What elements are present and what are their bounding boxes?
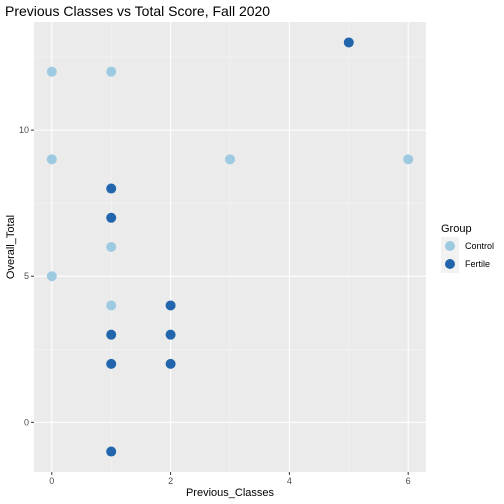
data-point-control bbox=[46, 154, 57, 165]
x-tick-label: 2 bbox=[168, 476, 173, 486]
x-tick-label: 6 bbox=[406, 476, 411, 486]
data-points bbox=[46, 37, 414, 457]
data-point-control bbox=[106, 66, 117, 77]
data-point-control bbox=[106, 300, 117, 311]
x-tick-label: 4 bbox=[287, 476, 292, 486]
y-tick-label: 0 bbox=[24, 417, 29, 427]
data-point-control bbox=[403, 154, 414, 165]
y-tick-label: 5 bbox=[24, 271, 29, 281]
legend-key-control bbox=[445, 241, 455, 251]
data-point-fertile bbox=[165, 329, 176, 340]
data-point-fertile bbox=[106, 329, 117, 340]
legend-key-fertile bbox=[445, 259, 455, 269]
x-tick-label: 0 bbox=[49, 476, 54, 486]
x-axis-ticks: 0 2 4 6 bbox=[49, 472, 411, 486]
legend-title: Group bbox=[441, 223, 472, 235]
data-point-fertile bbox=[106, 183, 117, 194]
data-point-fertile bbox=[343, 37, 354, 48]
data-point-control bbox=[46, 66, 57, 77]
legend-label-control: Control bbox=[465, 241, 494, 251]
data-point-control bbox=[46, 271, 57, 282]
data-point-control bbox=[225, 154, 235, 165]
y-tick-label: 10 bbox=[19, 125, 29, 135]
legend-label-fertile: Fertile bbox=[465, 259, 490, 269]
chart-title: Previous Classes vs Total Score, Fall 20… bbox=[5, 3, 270, 19]
data-point-fertile bbox=[165, 300, 176, 311]
x-axis-title: Previous_Classes bbox=[186, 487, 275, 499]
y-axis-title: Overall_Total bbox=[5, 215, 17, 279]
data-point-fertile bbox=[106, 212, 117, 223]
data-point-fertile bbox=[106, 446, 117, 457]
data-point-fertile bbox=[106, 358, 117, 369]
data-point-fertile bbox=[165, 358, 176, 369]
legend: Group Control Fertile bbox=[441, 223, 494, 273]
data-point-control bbox=[106, 242, 117, 252]
major-grid bbox=[34, 22, 426, 472]
y-axis-ticks: 0 5 10 bbox=[19, 125, 34, 427]
